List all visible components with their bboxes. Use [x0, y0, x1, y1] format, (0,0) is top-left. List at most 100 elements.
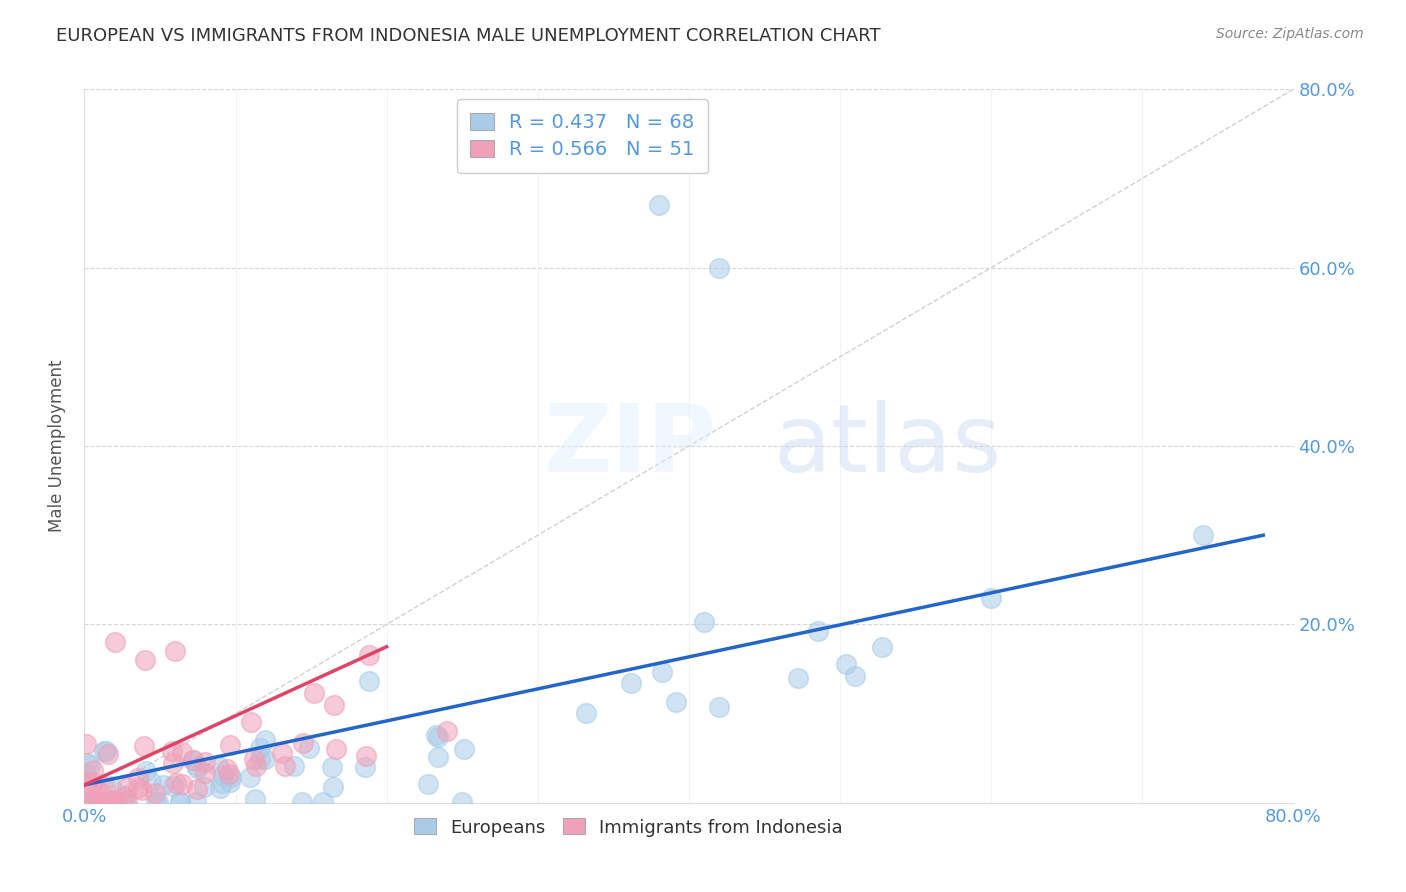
Point [418, 777, 440, 791]
Point [651, 665, 673, 679]
Point [162, 756, 184, 770]
Text: Source: ZipAtlas.com: Source: ZipAtlas.com [1216, 27, 1364, 41]
Point [426, 731, 449, 745]
Point [160, 744, 183, 758]
Point [186, 758, 208, 772]
Point [76, 795, 98, 809]
Point [219, 739, 242, 753]
Point [283, 759, 305, 773]
Point [76, 795, 98, 809]
Point [835, 657, 858, 671]
Point [145, 795, 167, 809]
Point [273, 759, 295, 773]
Point [807, 624, 830, 639]
Point [76, 756, 98, 771]
Point [114, 795, 136, 809]
Point [170, 745, 193, 759]
Point [665, 696, 688, 710]
Point [152, 778, 174, 792]
Point [219, 770, 242, 784]
Point [84, 795, 107, 809]
Point [111, 795, 134, 809]
Point [115, 793, 138, 807]
Point [131, 783, 153, 797]
Point [79, 757, 101, 772]
Point [97, 747, 120, 762]
Point [103, 793, 125, 807]
Point [104, 635, 127, 649]
Point [186, 761, 208, 775]
Point [101, 795, 124, 809]
Point [90, 786, 112, 800]
Point [253, 752, 276, 766]
Point [194, 755, 217, 769]
Point [292, 736, 315, 750]
Point [165, 644, 187, 658]
Point [93, 743, 115, 757]
Point [100, 779, 122, 793]
Point [132, 739, 155, 753]
Point [135, 764, 157, 779]
Point [786, 671, 808, 685]
Point [980, 591, 1002, 605]
Point [170, 777, 193, 791]
Point [139, 775, 162, 789]
Point [709, 260, 731, 275]
Point [215, 763, 238, 777]
Point [436, 724, 458, 739]
Point [207, 759, 229, 773]
Point [186, 795, 208, 809]
Point [112, 789, 135, 804]
Point [186, 781, 208, 796]
Text: atlas: atlas [773, 400, 1002, 492]
Point [94, 780, 117, 794]
Point [162, 779, 184, 793]
Point [321, 760, 343, 774]
Point [693, 615, 716, 630]
Point [101, 794, 124, 808]
Point [82, 774, 104, 789]
Point [575, 706, 598, 720]
Point [243, 791, 266, 805]
Point [211, 775, 233, 789]
Point [620, 676, 643, 690]
Point [304, 686, 326, 700]
Point [143, 786, 166, 800]
Point [181, 753, 204, 767]
Point [253, 733, 276, 747]
Point [648, 198, 671, 212]
Point [193, 780, 215, 794]
Y-axis label: Male Unemployment: Male Unemployment [48, 359, 66, 533]
Point [870, 640, 893, 655]
Point [211, 767, 233, 781]
Point [209, 781, 232, 796]
Point [427, 750, 450, 764]
Point [83, 795, 105, 809]
Point [297, 741, 319, 756]
Point [80, 778, 103, 792]
Legend: Europeans, Immigrants from Indonesia: Europeans, Immigrants from Indonesia [406, 811, 851, 844]
Point [239, 771, 262, 785]
Point [357, 674, 380, 689]
Point [219, 775, 242, 789]
Point [709, 699, 731, 714]
Point [356, 748, 378, 763]
Point [312, 795, 335, 809]
Point [249, 741, 271, 756]
Text: EUROPEAN VS IMMIGRANTS FROM INDONESIA MALE UNEMPLOYMENT CORRELATION CHART: EUROPEAN VS IMMIGRANTS FROM INDONESIA MA… [56, 27, 882, 45]
Point [82, 763, 104, 777]
Point [115, 780, 138, 794]
Point [127, 781, 149, 796]
Point [451, 795, 474, 809]
Point [89, 795, 111, 809]
Point [240, 714, 263, 729]
Point [357, 648, 380, 663]
Point [127, 772, 149, 786]
Point [146, 795, 169, 809]
Point [245, 759, 267, 773]
Point [94, 744, 117, 758]
Point [271, 746, 294, 760]
Point [89, 795, 111, 809]
Point [75, 774, 97, 789]
Point [84, 795, 107, 809]
